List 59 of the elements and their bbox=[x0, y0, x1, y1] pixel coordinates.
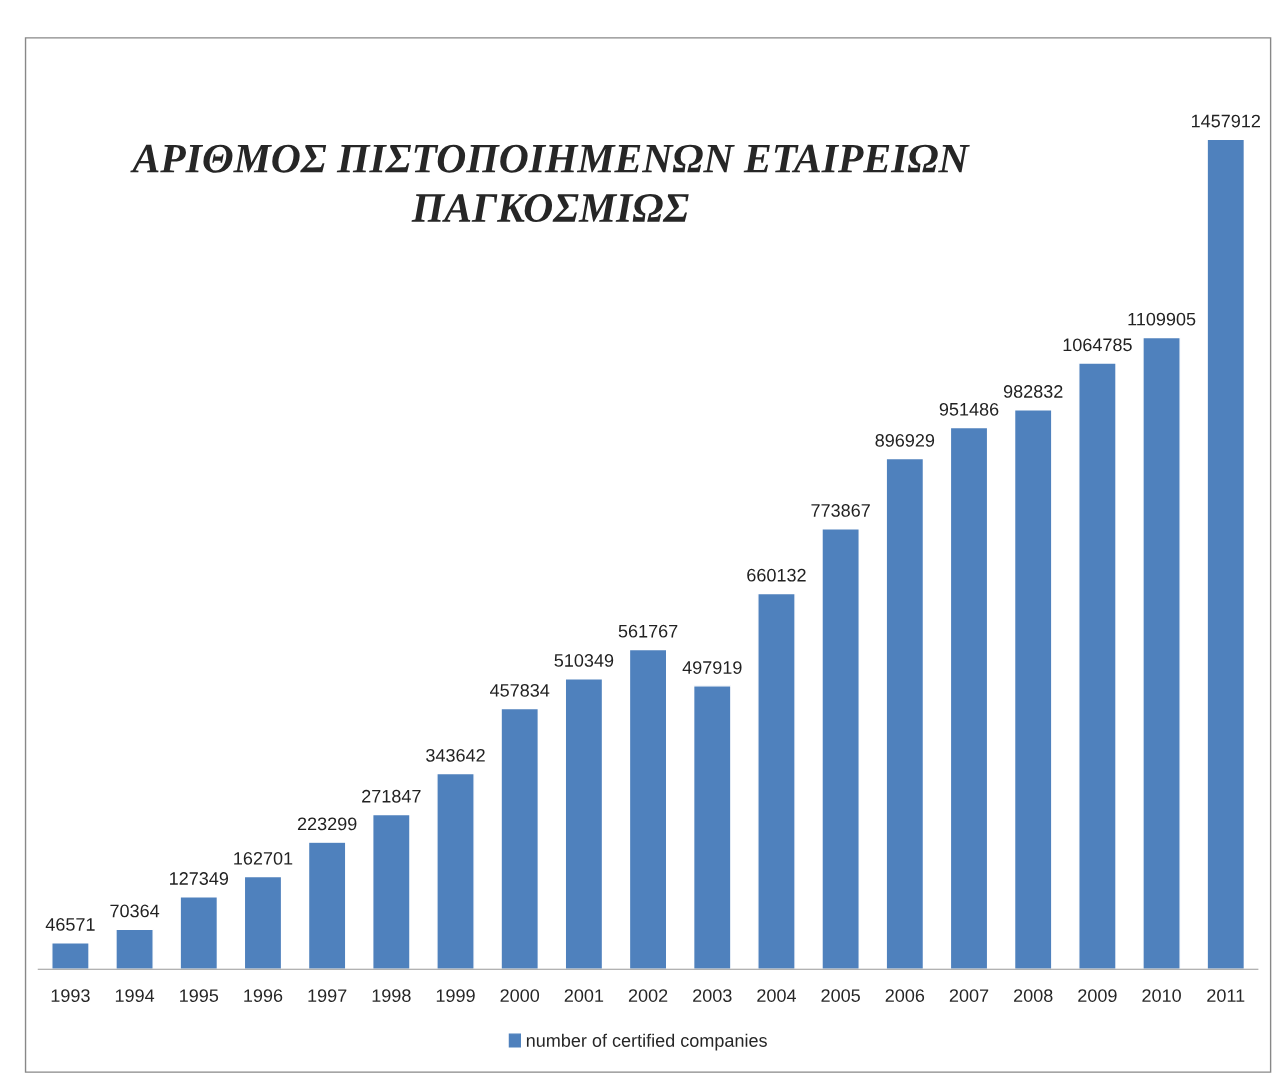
x-tick-label: 1993 bbox=[51, 989, 90, 1002]
bar bbox=[500, 707, 540, 970]
x-tick-label: 1996 bbox=[244, 989, 283, 1002]
x-tick-label: 2001 bbox=[564, 989, 604, 1002]
x-tick-label: 1995 bbox=[180, 989, 219, 1002]
data-label: 982832 bbox=[1003, 385, 1063, 398]
bar bbox=[179, 896, 219, 970]
bar bbox=[757, 592, 796, 970]
data-label: 457834 bbox=[490, 683, 550, 697]
bar bbox=[821, 528, 860, 970]
x-tick-label: 2007 bbox=[949, 989, 989, 1002]
x-tick-label: 1999 bbox=[436, 989, 475, 1002]
bar bbox=[949, 426, 989, 970]
bar bbox=[1142, 336, 1181, 970]
data-label: 1064785 bbox=[1063, 338, 1132, 352]
x-tick-label: 2011 bbox=[1207, 989, 1245, 1002]
data-label: 951486 bbox=[939, 402, 999, 416]
x-tick-label: 1994 bbox=[115, 989, 155, 1002]
x-tick-label: 2006 bbox=[885, 989, 925, 1002]
x-tick-label: 2004 bbox=[757, 989, 797, 1002]
bar bbox=[1206, 138, 1246, 970]
bar bbox=[564, 678, 604, 970]
data-label: 773867 bbox=[811, 504, 870, 517]
bar bbox=[885, 457, 925, 970]
legend-label: number of certified companies bbox=[526, 1033, 767, 1051]
data-label: 223299 bbox=[297, 817, 357, 831]
bar bbox=[436, 772, 475, 970]
data-label: 46571 bbox=[45, 918, 95, 931]
bar bbox=[51, 942, 90, 970]
bar bbox=[692, 685, 732, 970]
bar bbox=[1013, 409, 1053, 970]
data-label: 510349 bbox=[554, 654, 614, 667]
data-label: 343642 bbox=[426, 748, 485, 762]
data-label: 660132 bbox=[747, 568, 806, 582]
data-label: 497919 bbox=[682, 661, 742, 674]
bar bbox=[243, 875, 283, 970]
data-label: 271847 bbox=[362, 789, 421, 803]
text: ΑΡΙΘΜΟΣ ΠΙΣΤΟΠΟΙΗΜΕΝΩΝ ΕΤΑΙΡΕΙΩΝ ΠΑΓΚΟΣΜΙΩΣ bbox=[130, 144, 970, 223]
x-tick-label: 2005 bbox=[821, 989, 860, 1002]
x-tick-label: 2002 bbox=[628, 989, 668, 1002]
bar bbox=[628, 648, 668, 970]
bar bbox=[1078, 362, 1117, 970]
x-tick-label: 2003 bbox=[693, 989, 732, 1002]
bar bbox=[372, 813, 411, 970]
data-label: 1457912 bbox=[1191, 114, 1260, 128]
data-label: 70364 bbox=[110, 904, 160, 918]
bar bbox=[115, 928, 154, 970]
data-label: 561767 bbox=[618, 624, 678, 638]
x-tick-label: 2009 bbox=[1078, 989, 1117, 1002]
x-tick-label: 1998 bbox=[372, 989, 411, 1002]
data-label: 896929 bbox=[875, 433, 935, 447]
x-tick-label: 2010 bbox=[1142, 989, 1181, 1002]
x-tick-label: 1997 bbox=[308, 989, 347, 1002]
x-tick-label: 2008 bbox=[1014, 989, 1053, 1002]
data-label: 162701 bbox=[234, 851, 293, 865]
data-label: 127349 bbox=[170, 872, 229, 885]
x-tick-label: 2000 bbox=[500, 989, 540, 1002]
bar bbox=[307, 841, 347, 970]
data-label: 1109905 bbox=[1128, 312, 1196, 326]
